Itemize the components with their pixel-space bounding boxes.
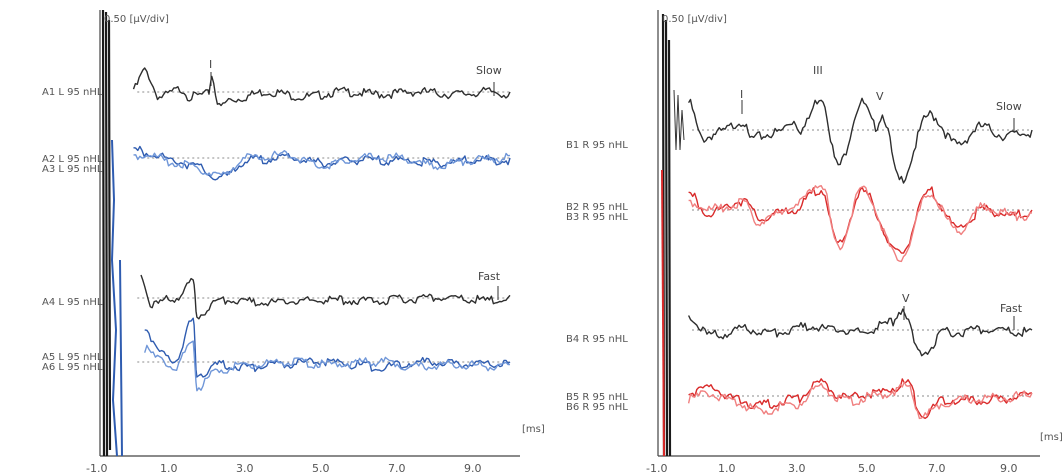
label-b2: B2 R 95 nHL	[566, 202, 628, 213]
waveform-trace-a1	[132, 67, 511, 107]
left-fast-label: Fast	[478, 270, 501, 283]
right-panel: 0.50 [µV/div] [ms] B1 R 95 nHL B2 R 95 n…	[566, 10, 1063, 475]
left-x-tick: 7.0	[388, 462, 406, 475]
waveform-trace-b1	[687, 97, 1033, 184]
right-fast-label: Fast	[1000, 302, 1023, 315]
waveform-trace-a6	[144, 340, 511, 392]
left-stimulus-artifact-dark	[101, 9, 112, 457]
left-slow-label: Slow	[476, 64, 502, 77]
label-a2: A2 L 95 nHL	[42, 154, 103, 165]
left-x-tick: -1.0	[86, 462, 107, 475]
waveform-trace-b5	[688, 378, 1033, 419]
right-x-tick: 1.0	[718, 462, 736, 475]
right-x-tick: 7.0	[928, 462, 946, 475]
right-peak-v-label: V	[876, 90, 884, 103]
label-b4: B4 R 95 nHL	[566, 334, 628, 345]
waveform-trace-b3	[688, 185, 1033, 263]
label-a5: A5 L 95 nHL	[42, 352, 103, 363]
left-x-tick: 3.0	[236, 462, 254, 475]
right-peak-iii-label: III	[813, 64, 823, 77]
label-b6: B6 R 95 nHL	[566, 402, 628, 413]
waveform-trace-b6	[687, 381, 1033, 420]
right-traces	[687, 97, 1033, 420]
right-peak-i-label: I	[740, 88, 743, 101]
right-slow-label: Slow	[996, 100, 1022, 113]
left-traces	[132, 67, 511, 392]
waveform-trace-b2	[688, 186, 1033, 254]
waveform-trace-b4	[687, 308, 1033, 357]
left-scale-label: 0.50 [µV/div]	[104, 14, 169, 25]
left-x-ticks: -1.0 1.0 3.0 5.0 7.0 9.0	[86, 462, 482, 475]
right-stimulus-artifact-ringing	[673, 89, 685, 151]
left-x-tick: 5.0	[312, 462, 330, 475]
right-stimulus-artifact-red	[661, 169, 665, 457]
right-x-unit: [ms]	[1040, 432, 1063, 443]
left-x-tick: 1.0	[160, 462, 178, 475]
left-panel: 0.50 [µV/div] [ms] A1 L 95 nHL A2 L 95 n…	[42, 9, 545, 475]
left-peak-i-label: I	[209, 58, 212, 71]
right-x-tick: 5.0	[858, 462, 876, 475]
waveform-trace-a3	[133, 150, 511, 177]
label-b3: B3 R 95 nHL	[566, 212, 628, 223]
right-x-tick: 9.0	[1000, 462, 1018, 475]
right-fast-peak-v-label: V	[902, 292, 910, 305]
left-x-tick: 9.0	[464, 462, 482, 475]
label-a4: A4 L 95 nHL	[42, 297, 103, 308]
right-scale-label: 0.50 [µV/div]	[662, 14, 727, 25]
label-b5: B5 R 95 nHL	[566, 392, 628, 403]
right-x-tick: -1.0	[646, 462, 667, 475]
label-a3: A3 L 95 nHL	[42, 164, 103, 175]
right-x-tick: 3.0	[788, 462, 806, 475]
left-stimulus-artifact-blue	[110, 139, 123, 457]
label-a6: A6 L 95 nHL	[42, 362, 103, 373]
label-a1: A1 L 95 nHL	[42, 87, 103, 98]
label-b1: B1 R 95 nHL	[566, 140, 628, 151]
right-x-ticks: -1.0 1.0 3.0 5.0 7.0 9.0	[646, 462, 1018, 475]
waveform-trace-a4	[140, 274, 511, 320]
left-x-unit: [ms]	[522, 424, 545, 435]
